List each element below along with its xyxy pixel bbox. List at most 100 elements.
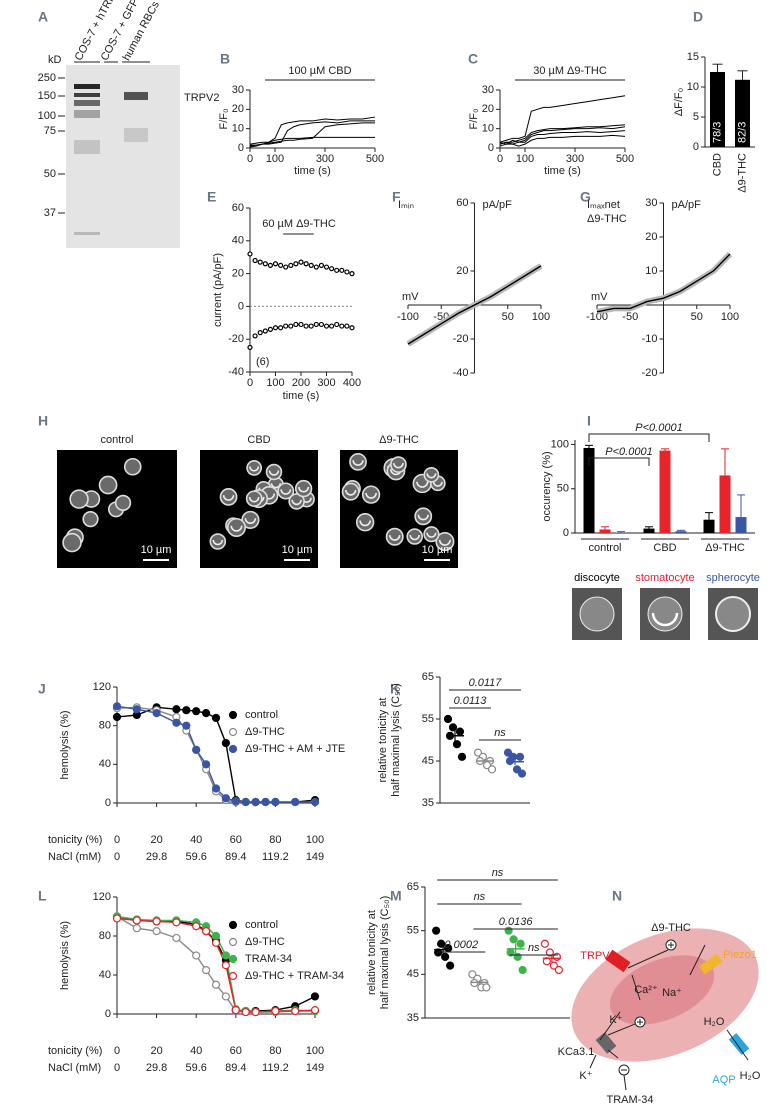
y-tick-label: 5 [693, 111, 699, 123]
cell-fold [248, 497, 260, 503]
x2-tick-label: 149 [306, 1062, 324, 1074]
cell-fold [438, 539, 451, 546]
band [74, 110, 100, 118]
cell-fold [426, 532, 437, 538]
x2-axis-label: NaCl (mM) [48, 851, 101, 863]
data-point [272, 261, 279, 267]
y-tick-label: 65 [422, 671, 434, 683]
band-label: TRPV2 [184, 92, 219, 104]
x-tick-label: 100 [266, 377, 284, 389]
data-point [518, 965, 527, 975]
y-tick-label: 0 [693, 141, 699, 153]
x-tick-label: 20 [150, 1045, 162, 1057]
legend-marker [228, 937, 238, 947]
data-point [303, 323, 309, 329]
blot-membrane [66, 65, 180, 248]
y-tick-label: 45 [407, 968, 419, 980]
data-point [251, 1007, 260, 1017]
y-tick-label: -20 [228, 333, 244, 345]
data-point [509, 935, 518, 944]
x2-tick-label: 89.4 [225, 851, 246, 863]
y-tick-label: 35 [422, 797, 434, 809]
cell-center [609, 955, 715, 1025]
panel-label: D [693, 9, 703, 25]
piezo1-label: Piezo1 [723, 949, 757, 961]
data-point [252, 257, 258, 264]
y-axis-label: Iₘᵢₙ [398, 199, 414, 211]
x2-tick-label: 0 [114, 1062, 120, 1074]
x-tick-label: 40 [190, 834, 202, 846]
data-point [192, 922, 201, 931]
x-tick-label: 80 [269, 834, 281, 846]
x2-tick-label: 119.2 [262, 1062, 289, 1074]
data-point [339, 323, 345, 329]
panel-label: K [390, 681, 400, 697]
data-point [349, 325, 355, 331]
data-point [487, 765, 497, 774]
data-point [344, 269, 350, 275]
annotation: P<0.0001 [605, 446, 652, 458]
cell-fold [280, 489, 292, 495]
cell [406, 528, 423, 545]
annotation: ns [474, 891, 486, 903]
data-point [211, 931, 221, 941]
data-point [349, 271, 355, 277]
y-unit: pA/pF [483, 199, 513, 211]
data-point [251, 797, 260, 807]
data-point [271, 1006, 280, 1016]
data-point [298, 259, 304, 265]
y-unit: pA/pF [672, 199, 702, 211]
bar [675, 531, 687, 533]
kd-marker-label: 37 [44, 207, 56, 219]
data-line [499, 134, 626, 147]
x-tick-label: 20 [150, 834, 162, 846]
annotation: 0.0117 [469, 677, 503, 689]
y-tick-label: 20 [645, 231, 657, 243]
data-point [310, 797, 320, 807]
data-point [172, 918, 181, 927]
x-tick-label: CBD [711, 153, 723, 176]
cell [294, 479, 313, 498]
y-tick-label: 55 [422, 713, 434, 725]
data-point [231, 1005, 240, 1015]
x-tick-label: 300 [566, 153, 584, 165]
cell-fold [359, 520, 371, 527]
cell [385, 527, 404, 546]
data-point [132, 916, 141, 925]
y-axis-label: hemolysis (%) [59, 921, 71, 990]
subtitle: Δ9-THC [587, 213, 627, 225]
micrograph-title: CBD [247, 434, 270, 446]
data-point [241, 797, 250, 807]
legend-label: spherocyte [706, 572, 760, 584]
cell [98, 475, 118, 495]
data-point [468, 970, 477, 979]
x-tick-label: -100 [397, 311, 419, 323]
data-point [202, 760, 211, 769]
cell [414, 507, 433, 526]
x2-axis-label: NaCl (mM) [48, 1062, 101, 1074]
cell [209, 533, 227, 550]
cell [423, 526, 440, 543]
y-tick-label: -40 [453, 367, 469, 379]
bar-label: 78/3 [711, 122, 723, 143]
scale-bar-label: 10 µm [141, 544, 172, 556]
data-point [334, 267, 340, 273]
data-point [267, 262, 273, 268]
y-axis-label: hemolysis (%) [59, 710, 71, 779]
cell [349, 452, 367, 471]
data-point [182, 721, 191, 730]
data-line [407, 265, 542, 345]
cell [82, 511, 99, 528]
data-point [283, 323, 289, 329]
data-point [112, 914, 122, 923]
plus-sign [637, 1019, 643, 1025]
kd-marker-label: 75 [44, 125, 56, 137]
x-tick-label: 100 [532, 311, 550, 323]
x2-tick-label: 59.6 [185, 1062, 206, 1074]
data-point [247, 251, 253, 257]
cell-fold [249, 466, 260, 472]
y-tick-label: 40 [99, 969, 111, 981]
data-point [334, 321, 340, 328]
data-point [192, 707, 201, 716]
x-tick-label: 40 [190, 1045, 202, 1057]
